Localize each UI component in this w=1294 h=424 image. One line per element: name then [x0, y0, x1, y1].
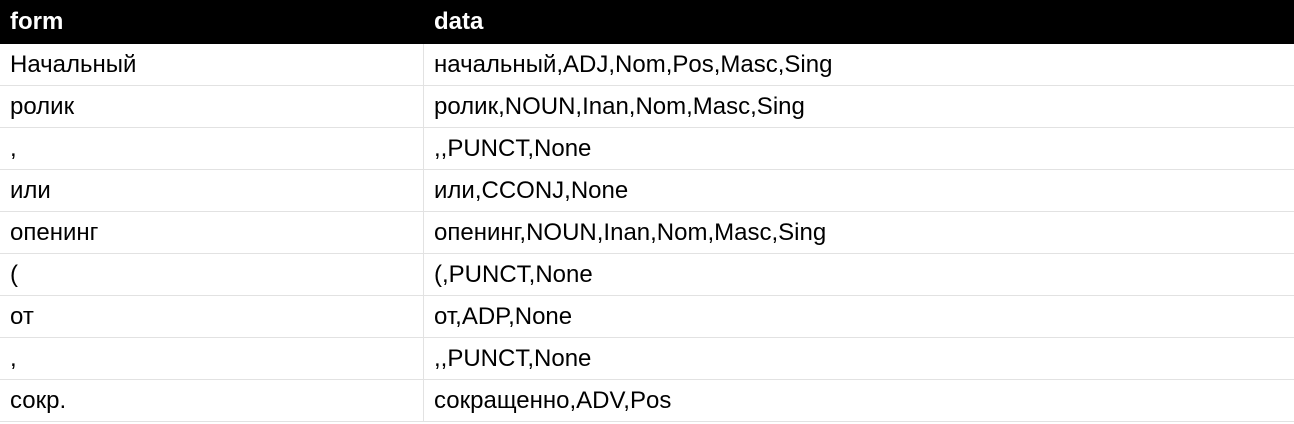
data-cell[interactable]: ролик,NOUN,Inan,Nom,Masc,Sing	[434, 92, 805, 120]
table-row: ролик ролик,NOUN,Inan,Nom,Masc,Sing	[0, 86, 1294, 128]
form-cell[interactable]: (	[0, 254, 424, 295]
form-cell[interactable]: от	[0, 296, 424, 337]
form-cell[interactable]: или	[0, 170, 424, 211]
data-cell[interactable]: сокращенно,ADV,Pos	[434, 386, 672, 414]
header-row: form data	[0, 0, 1294, 44]
form-cell[interactable]: опенинг	[0, 212, 424, 253]
data-cell[interactable]: ,,PUNCT,None	[434, 134, 592, 162]
column-header-data[interactable]: data	[434, 7, 484, 35]
data-cell[interactable]: (,PUNCT,None	[434, 260, 593, 288]
table-row: опенинг опенинг,NOUN,Inan,Nom,Masc,Sing	[0, 212, 1294, 254]
form-cell[interactable]: сокр.	[0, 380, 424, 421]
table-row: , ,,PUNCT,None	[0, 338, 1294, 380]
form-cell[interactable]: Начальный	[0, 44, 424, 85]
data-cell[interactable]: начальный,ADJ,Nom,Pos,Masc,Sing	[434, 50, 833, 78]
table-row: сокр. сокращенно,ADV,Pos	[0, 380, 1294, 422]
data-cell[interactable]: ,,PUNCT,None	[434, 344, 592, 372]
table-row: от от,ADP,None	[0, 296, 1294, 338]
table-row: ( (,PUNCT,None	[0, 254, 1294, 296]
table-row: , ,,PUNCT,None	[0, 128, 1294, 170]
form-cell[interactable]: ,	[0, 338, 424, 379]
data-cell[interactable]: опенинг,NOUN,Inan,Nom,Masc,Sing	[434, 218, 827, 246]
form-cell[interactable]: ,	[0, 128, 424, 169]
table-row: или или,CCONJ,None	[0, 170, 1294, 212]
data-cell[interactable]: или,CCONJ,None	[434, 176, 629, 204]
data-cell[interactable]: от,ADP,None	[434, 302, 573, 330]
table-row: Начальный начальный,ADJ,Nom,Pos,Masc,Sin…	[0, 44, 1294, 86]
form-cell[interactable]: ролик	[0, 86, 424, 127]
column-header-form[interactable]: form	[10, 7, 64, 35]
